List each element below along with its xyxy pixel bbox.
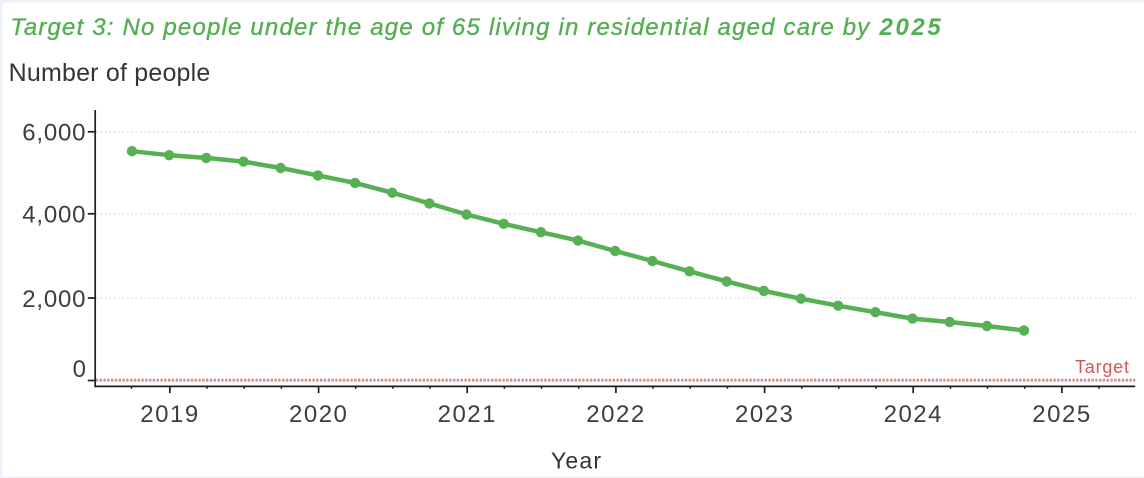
svg-text:Target: Target (1075, 357, 1130, 377)
svg-text:6,000: 6,000 (22, 119, 86, 146)
svg-text:Year: Year (551, 448, 602, 474)
svg-text:Number of people: Number of people (9, 59, 211, 87)
svg-text:2022: 2022 (586, 401, 645, 428)
svg-text:2,000: 2,000 (22, 286, 86, 313)
svg-text:2025: 2025 (879, 14, 944, 41)
svg-text:2019: 2019 (140, 401, 199, 428)
svg-text:2023: 2023 (735, 401, 794, 428)
svg-text:0: 0 (73, 356, 87, 383)
svg-text:Target 3: No people under the: Target 3: No people under the age of 65 … (10, 14, 871, 41)
svg-text:2025: 2025 (1032, 401, 1091, 428)
svg-text:2021: 2021 (438, 401, 497, 428)
svg-text:2024: 2024 (884, 401, 943, 428)
svg-text:2020: 2020 (289, 401, 348, 428)
svg-text:4,000: 4,000 (22, 202, 86, 229)
